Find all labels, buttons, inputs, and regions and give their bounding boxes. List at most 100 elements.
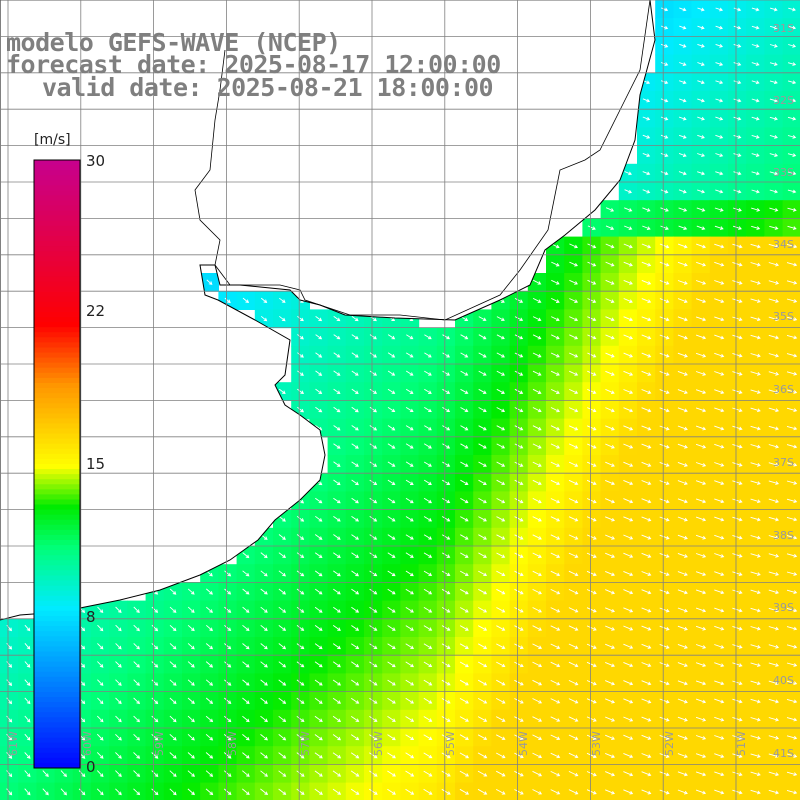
wind-arrow bbox=[587, 316, 597, 322]
wind-arrow bbox=[187, 606, 195, 613]
wind-arrow bbox=[550, 461, 561, 467]
wind-arrow bbox=[660, 189, 669, 194]
wind-arrow bbox=[659, 607, 670, 613]
lon-label: 56W bbox=[372, 731, 385, 756]
wind-arrow bbox=[550, 370, 560, 376]
wind-arrow bbox=[405, 679, 415, 686]
wind-arrow bbox=[514, 498, 524, 504]
wind-arrow bbox=[642, 116, 651, 121]
wind-arrow bbox=[750, 334, 761, 340]
wind-arrow bbox=[788, 7, 796, 12]
wind-arrow bbox=[224, 588, 232, 595]
wind-arrow bbox=[514, 407, 524, 413]
colorbar-segment bbox=[34, 342, 80, 348]
wind-arrow bbox=[569, 316, 579, 322]
colorbar-segment bbox=[34, 524, 80, 531]
wind-arrow bbox=[587, 243, 597, 249]
wind-arrow bbox=[732, 480, 743, 485]
wind-arrow bbox=[641, 279, 652, 285]
colorbar-segment bbox=[34, 418, 80, 424]
colorbar-segment bbox=[34, 403, 80, 409]
wind-arrow bbox=[424, 425, 432, 431]
wind-arrow bbox=[715, 25, 724, 30]
wind-arrow bbox=[278, 661, 287, 668]
forecast-date: forecast date: 2025-08-17 12:00:00 bbox=[6, 50, 501, 79]
wind-arrow bbox=[679, 25, 687, 30]
wind-arrow bbox=[369, 716, 378, 722]
wind-arrow bbox=[568, 443, 579, 449]
wind-arrow bbox=[586, 534, 597, 540]
wind-arrow bbox=[405, 770, 415, 777]
wind-arrow bbox=[586, 698, 597, 704]
wind-arrow bbox=[587, 425, 597, 431]
wind-arrow bbox=[532, 316, 542, 322]
wind-arrow bbox=[550, 479, 561, 486]
wind-speed-cell bbox=[709, 782, 729, 800]
colorbar-segment bbox=[34, 545, 80, 551]
wind-arrow bbox=[423, 697, 433, 704]
wind-arrow bbox=[151, 733, 159, 741]
wind-arrow bbox=[332, 697, 342, 704]
wind-arrow bbox=[387, 679, 396, 686]
wind-arrow bbox=[423, 479, 432, 485]
wind-arrow bbox=[551, 316, 560, 322]
wind-arrow bbox=[133, 643, 140, 650]
wind-arrow bbox=[333, 534, 341, 540]
wind-arrow bbox=[677, 771, 688, 777]
wind-arrow bbox=[569, 352, 579, 358]
wind-arrow bbox=[514, 534, 524, 540]
wind-arrow bbox=[641, 771, 652, 777]
wind-arrow bbox=[750, 316, 761, 322]
wind-arrow bbox=[315, 388, 323, 394]
wind-arrow bbox=[478, 516, 487, 522]
wind-arrow bbox=[169, 661, 177, 668]
wind-speed-cell bbox=[145, 782, 165, 800]
wind-arrow bbox=[605, 279, 615, 285]
wind-arrow bbox=[786, 498, 798, 504]
wind-arrow bbox=[133, 770, 141, 778]
wind-arrow bbox=[659, 771, 670, 777]
wind-arrow bbox=[714, 589, 725, 595]
wind-arrow bbox=[732, 716, 743, 722]
wind-arrow bbox=[750, 425, 761, 431]
wind-arrow bbox=[642, 98, 651, 103]
wind-arrow bbox=[42, 788, 49, 796]
wind-arrow bbox=[714, 662, 725, 667]
wind-arrow bbox=[659, 498, 670, 504]
wind-arrow bbox=[605, 771, 615, 777]
wind-arrow bbox=[695, 352, 707, 358]
wind-arrow bbox=[569, 298, 579, 303]
wind-arrow bbox=[242, 788, 250, 796]
wind-arrow bbox=[296, 534, 305, 540]
colorbar-segment bbox=[34, 200, 80, 207]
wind-arrow bbox=[387, 352, 396, 358]
wind-arrow bbox=[442, 388, 451, 394]
wind-arrow bbox=[714, 516, 725, 522]
wind-arrow bbox=[406, 334, 414, 340]
wind-arrow bbox=[115, 643, 122, 650]
wind-arrow bbox=[351, 552, 360, 558]
wind-arrow bbox=[732, 789, 743, 795]
wind-arrow bbox=[660, 134, 669, 139]
wind-arrow bbox=[586, 734, 597, 740]
wind-arrow bbox=[441, 698, 451, 704]
wind-speed-cell bbox=[309, 782, 329, 800]
wind-arrow bbox=[351, 406, 359, 413]
wind-arrow bbox=[477, 752, 488, 759]
wind-arrow bbox=[351, 370, 359, 376]
lat-label: 41S bbox=[773, 747, 794, 760]
wind-arrow bbox=[315, 316, 323, 322]
wind-arrow bbox=[514, 570, 524, 577]
wind-arrow bbox=[478, 607, 488, 613]
colorbar-tick-label: 22 bbox=[86, 302, 106, 320]
wind-arrow bbox=[714, 425, 725, 431]
wind-arrow bbox=[514, 716, 524, 722]
wind-arrow bbox=[733, 134, 742, 139]
wind-arrow bbox=[659, 316, 670, 322]
wind-arrow bbox=[679, 43, 687, 48]
wind-arrow bbox=[514, 516, 524, 522]
wind-arrow bbox=[441, 752, 451, 759]
wind-arrow bbox=[423, 461, 432, 467]
colorbar-segment bbox=[34, 621, 80, 627]
wind-arrow bbox=[314, 697, 323, 704]
